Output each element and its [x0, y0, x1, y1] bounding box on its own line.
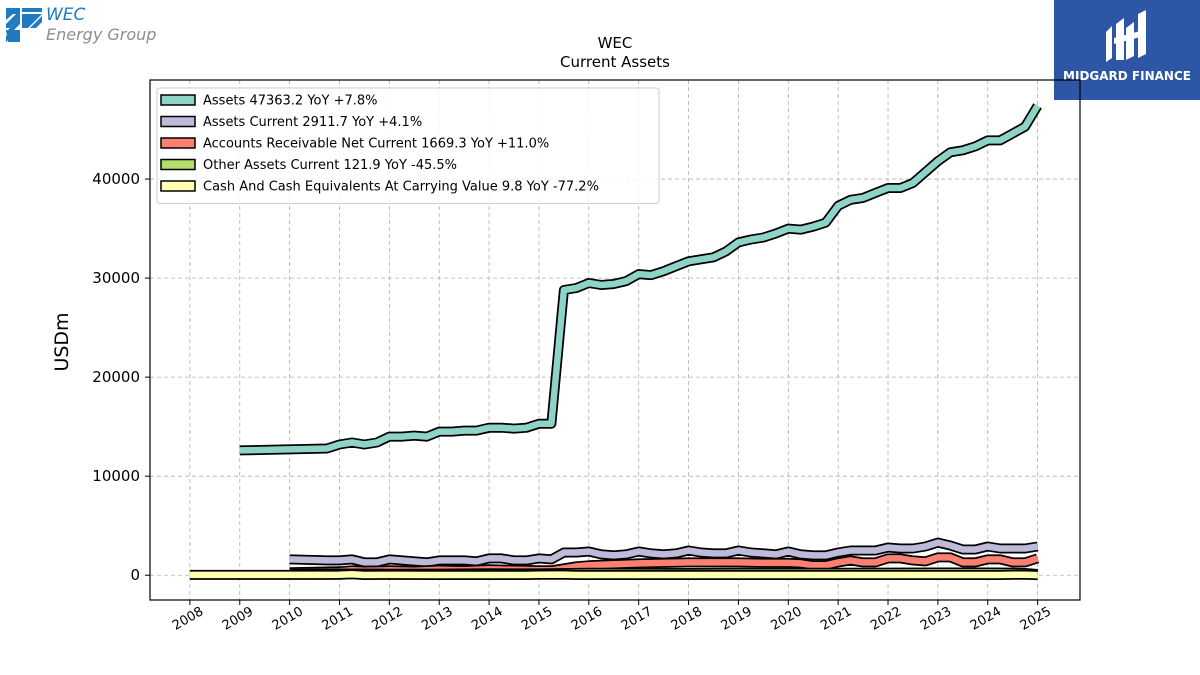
x-tick-label: 2018 — [669, 604, 705, 634]
series-0 — [239, 103, 1042, 456]
legend-label: Cash And Cash Equivalents At Carrying Va… — [203, 180, 599, 195]
wec-wordmark-line1: WEC — [46, 5, 86, 25]
series-line — [289, 539, 1039, 566]
midgard-wordmark: MIDGARD FINANCE — [1063, 69, 1191, 83]
x-tick-label: 2021 — [818, 604, 854, 634]
x-tick-label: 2022 — [868, 604, 904, 634]
x-tick-label: 2015 — [519, 604, 555, 634]
legend-swatch — [160, 158, 196, 171]
legend-label: Other Assets Current 121.9 YoY -45.5% — [203, 158, 457, 173]
x-tick-label: 2019 — [719, 604, 755, 634]
y-tick-label: 20000 — [92, 368, 140, 386]
series-1 — [289, 537, 1039, 568]
wec-wordmark: WEC Energy Group — [46, 5, 157, 45]
x-tick-label: 2020 — [768, 604, 804, 634]
series-line — [189, 570, 1038, 579]
x-tick-label: 2023 — [918, 604, 954, 634]
series-line — [239, 104, 1041, 454]
legend-label: Assets Current 2911.7 YoY +4.1% — [203, 115, 422, 130]
chart-subtitle: Current Assets — [560, 53, 670, 71]
x-tick-label: 2016 — [569, 604, 605, 634]
plot-frame — [149, 79, 1081, 601]
legend-swatch — [160, 94, 196, 106]
x-tick-label: 2025 — [1018, 604, 1054, 634]
midgard-emblem-icon — [1106, 10, 1146, 62]
x-tick-label: 2011 — [320, 604, 356, 634]
wec-wordmark-line2: Energy Group — [46, 25, 157, 44]
x-tick-label: 2009 — [220, 604, 256, 634]
series-4 — [189, 569, 1038, 581]
x-tick-label: 2013 — [419, 604, 455, 634]
y-tick-label: 10000 — [92, 467, 140, 485]
legend: Assets 47363.2 YoY +7.8% Assets Current 2… — [156, 87, 660, 204]
legend-swatch — [160, 137, 196, 149]
legend-label: Assets 47363.2 YoY +7.8% — [203, 94, 378, 109]
legend-label: Accounts Receivable Net Current 1669.3 Y… — [203, 137, 549, 152]
y-tick-label: 40000 — [92, 170, 140, 188]
series-layer — [189, 103, 1042, 581]
x-tick-label: 2008 — [170, 604, 206, 634]
x-tick-label: 2024 — [968, 604, 1004, 634]
legend-swatch — [160, 180, 196, 192]
chart-title: WEC — [598, 34, 633, 52]
x-tick-label: 2014 — [469, 604, 505, 634]
x-tick-label: 2010 — [270, 604, 306, 634]
x-tick-label: 2012 — [370, 604, 406, 634]
wec-energy-group-logo — [6, 8, 42, 42]
y-tick-label: 0 — [130, 566, 140, 584]
midgard-finance-logo: MIDGARD FINANCE — [1054, 0, 1200, 100]
legend-swatch — [160, 115, 196, 128]
y-axis-label: USDm — [51, 312, 73, 371]
y-tick-label: 30000 — [92, 269, 140, 287]
x-tick-label: 2017 — [619, 604, 655, 634]
legend-box — [156, 87, 660, 204]
